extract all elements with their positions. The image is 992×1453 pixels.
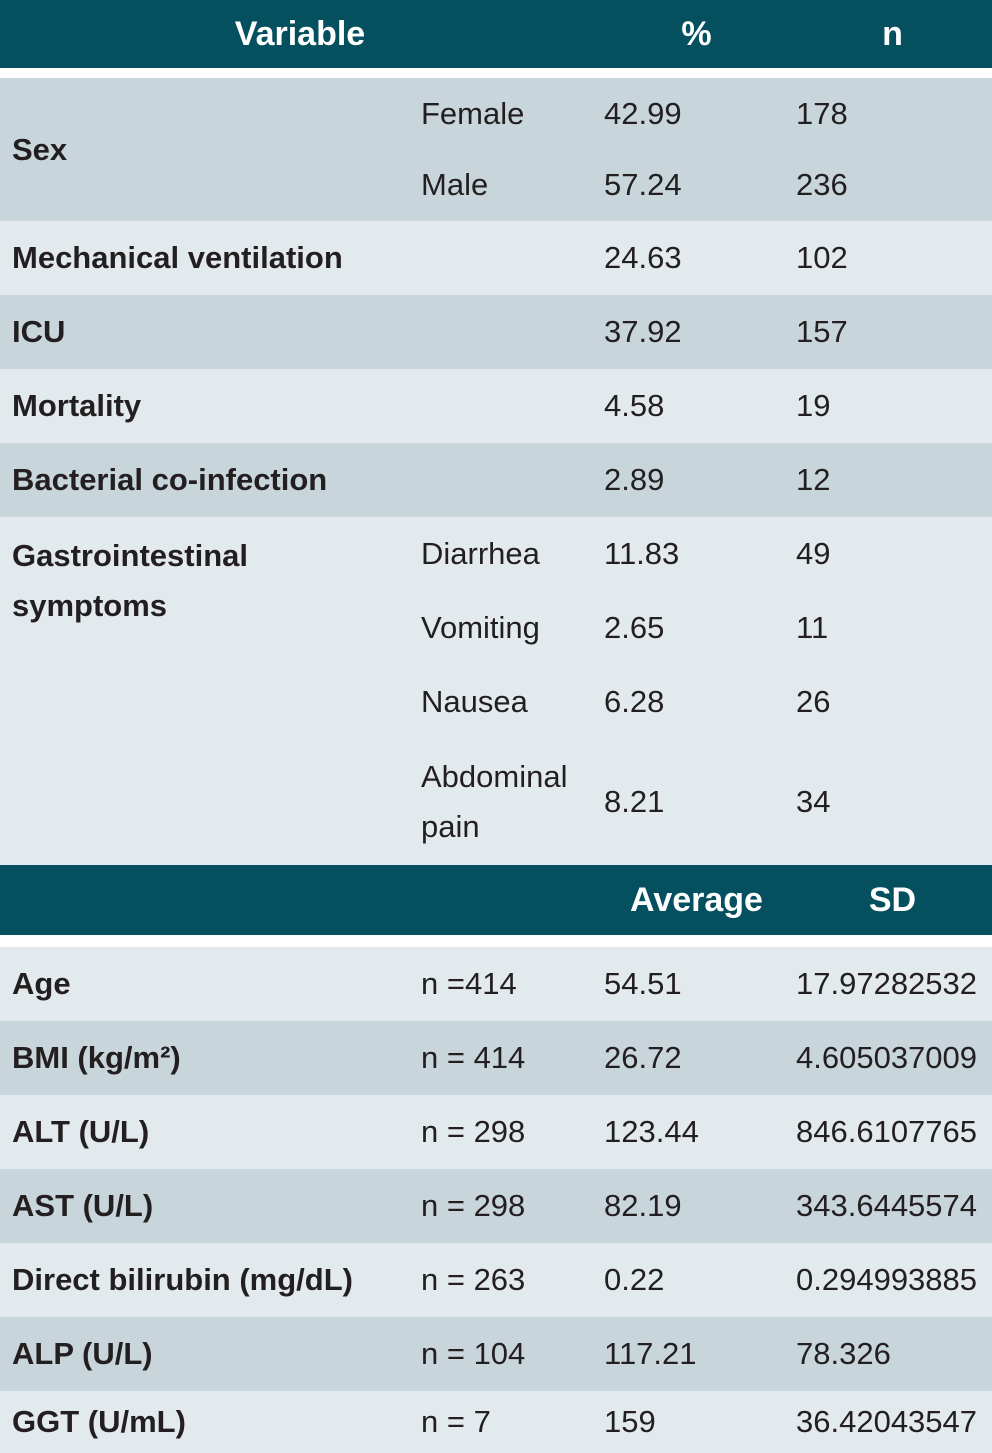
percent-cell: 2.65: [604, 610, 665, 645]
table-row: Male 57.24 236: [420, 150, 992, 222]
sample-size-cell: n = 298: [421, 1114, 526, 1150]
column-header-n: n: [882, 14, 903, 53]
sex-subrows: Female 42.99 178 Male 57.24 236: [420, 78, 992, 221]
column-header-average: Average: [630, 880, 763, 919]
sd-cell: 343.6445574: [796, 1188, 978, 1223]
category-cell: Vomiting: [421, 610, 540, 646]
table-row-ggt: GGT (U/mL) n = 7 159 36.42043547: [0, 1391, 992, 1453]
header-separator: [0, 935, 992, 947]
variable-label: Mortality: [12, 388, 142, 424]
average-cell: 54.51: [604, 966, 682, 1001]
category-cell: Abdominal pain: [421, 759, 568, 844]
sample-size-cell: n = 414: [421, 1040, 526, 1076]
percent-cell: 37.92: [604, 314, 682, 349]
table-row-mechanical-ventilation: Mechanical ventilation 24.63 102: [0, 221, 992, 295]
n-cell: 12: [796, 462, 831, 497]
category-cell: [420, 295, 600, 369]
table-row-bmi: BMI (kg/m²) n = 414 26.72 4.605037009: [0, 1021, 992, 1095]
percent-cell: 4.58: [604, 388, 665, 423]
variable-label: BMI (kg/m²): [12, 1040, 181, 1076]
n-cell: 11: [796, 610, 829, 645]
column-header-variable: Variable: [234, 14, 366, 53]
average-cell: 26.72: [604, 1040, 682, 1075]
table-row: Diarrhea 11.83 49: [420, 517, 992, 591]
column-header-blank: [0, 865, 600, 935]
sample-size-cell: n =414: [421, 966, 517, 1002]
sd-cell: 4.605037009: [796, 1040, 978, 1075]
percent-cell: 11.83: [604, 536, 680, 571]
sd-cell: 36.42043547: [796, 1404, 978, 1439]
table1-header-row: Variable % n: [0, 0, 992, 68]
average-cell: 159: [604, 1404, 656, 1439]
n-cell: 157: [796, 314, 848, 349]
row-group-sex: Sex Female 42.99 178 Male 57.24 236: [0, 78, 992, 221]
table-row: Female 42.99 178: [420, 78, 992, 150]
sample-size-cell: n = 104: [421, 1336, 526, 1372]
variable-label: ALP (U/L): [12, 1336, 153, 1372]
table2-header-row: Average SD: [0, 865, 992, 935]
variable-label: Gastrointestinal symptoms: [12, 538, 248, 623]
percent-cell: 2.89: [604, 462, 665, 497]
table-row: Nausea 6.28 26: [420, 665, 992, 739]
average-cell: 123.44: [604, 1114, 699, 1149]
table-row-icu: ICU 37.92 157: [0, 295, 992, 369]
percent-cell: 8.21: [604, 784, 665, 819]
average-cell: 0.22: [604, 1262, 665, 1297]
sd-cell: 0.294993885: [796, 1262, 978, 1297]
percent-cell: 57.24: [604, 167, 682, 203]
n-cell: 19: [796, 388, 831, 423]
sample-size-cell: n = 263: [421, 1262, 526, 1298]
sample-size-cell: n = 298: [421, 1188, 526, 1224]
n-cell: 26: [796, 684, 831, 719]
sample-size-cell: n = 7: [421, 1404, 491, 1440]
percent-cell: 42.99: [604, 95, 682, 131]
variable-label: Mechanical ventilation: [12, 240, 343, 276]
header-separator: [0, 68, 992, 78]
category-cell: [420, 443, 600, 517]
category-cell: [420, 369, 600, 443]
n-cell: 49: [796, 536, 831, 571]
category-cell: Diarrhea: [421, 536, 540, 572]
average-cell: 117.21: [604, 1336, 697, 1371]
percent-cell: 6.28: [604, 684, 665, 719]
variable-label: ALT (U/L): [12, 1114, 150, 1150]
table-row-ast: AST (U/L) n = 298 82.19 343.6445574: [0, 1169, 992, 1243]
sd-cell: 78.326: [796, 1336, 891, 1371]
category-cell: [420, 221, 600, 295]
sd-cell: 17.97282532: [796, 966, 978, 1001]
variable-label: Age: [12, 966, 71, 1002]
percent-cell: 24.63: [604, 240, 682, 275]
table-row: Abdominal pain 8.21 34: [420, 739, 992, 865]
n-cell: 178: [796, 95, 848, 131]
variable-label: Bacterial co-infection: [12, 462, 328, 498]
n-cell: 34: [796, 784, 831, 819]
gi-subrows: Diarrhea 11.83 49 Vomiting 2.65 11 Nause…: [420, 517, 992, 865]
table-row-bacterial-co-infection: Bacterial co-infection 2.89 12: [0, 443, 992, 517]
variable-label: Sex: [12, 131, 68, 167]
sd-cell: 846.6107765: [796, 1114, 978, 1149]
table-row-alt: ALT (U/L) n = 298 123.44 846.6107765: [0, 1095, 992, 1169]
table-row-direct-bilirubin: Direct bilirubin (mg/dL) n = 263 0.22 0.…: [0, 1243, 992, 1317]
table-row: Vomiting 2.65 11: [420, 591, 992, 665]
n-cell: 236: [796, 167, 848, 203]
category-cell: Female: [421, 95, 525, 131]
average-cell: 82.19: [604, 1188, 682, 1223]
table-row-alp: ALP (U/L) n = 104 117.21 78.326: [0, 1317, 992, 1391]
variable-label: Direct bilirubin (mg/dL): [12, 1262, 353, 1298]
column-header-sd: SD: [868, 880, 917, 919]
table-row-age: Age n =414 54.51 17.97282532: [0, 947, 992, 1021]
table-row-mortality: Mortality 4.58 19: [0, 369, 992, 443]
category-cell: Male: [421, 167, 489, 203]
category-cell: Nausea: [421, 684, 528, 720]
variable-label: ICU: [12, 314, 66, 350]
row-group-gastrointestinal-symptoms: Gastrointestinal symptoms Diarrhea 11.83…: [0, 517, 992, 865]
variable-label: GGT (U/mL): [12, 1404, 186, 1440]
variable-label: AST (U/L): [12, 1188, 154, 1224]
column-header-percent: %: [681, 14, 712, 53]
n-cell: 102: [796, 240, 848, 275]
